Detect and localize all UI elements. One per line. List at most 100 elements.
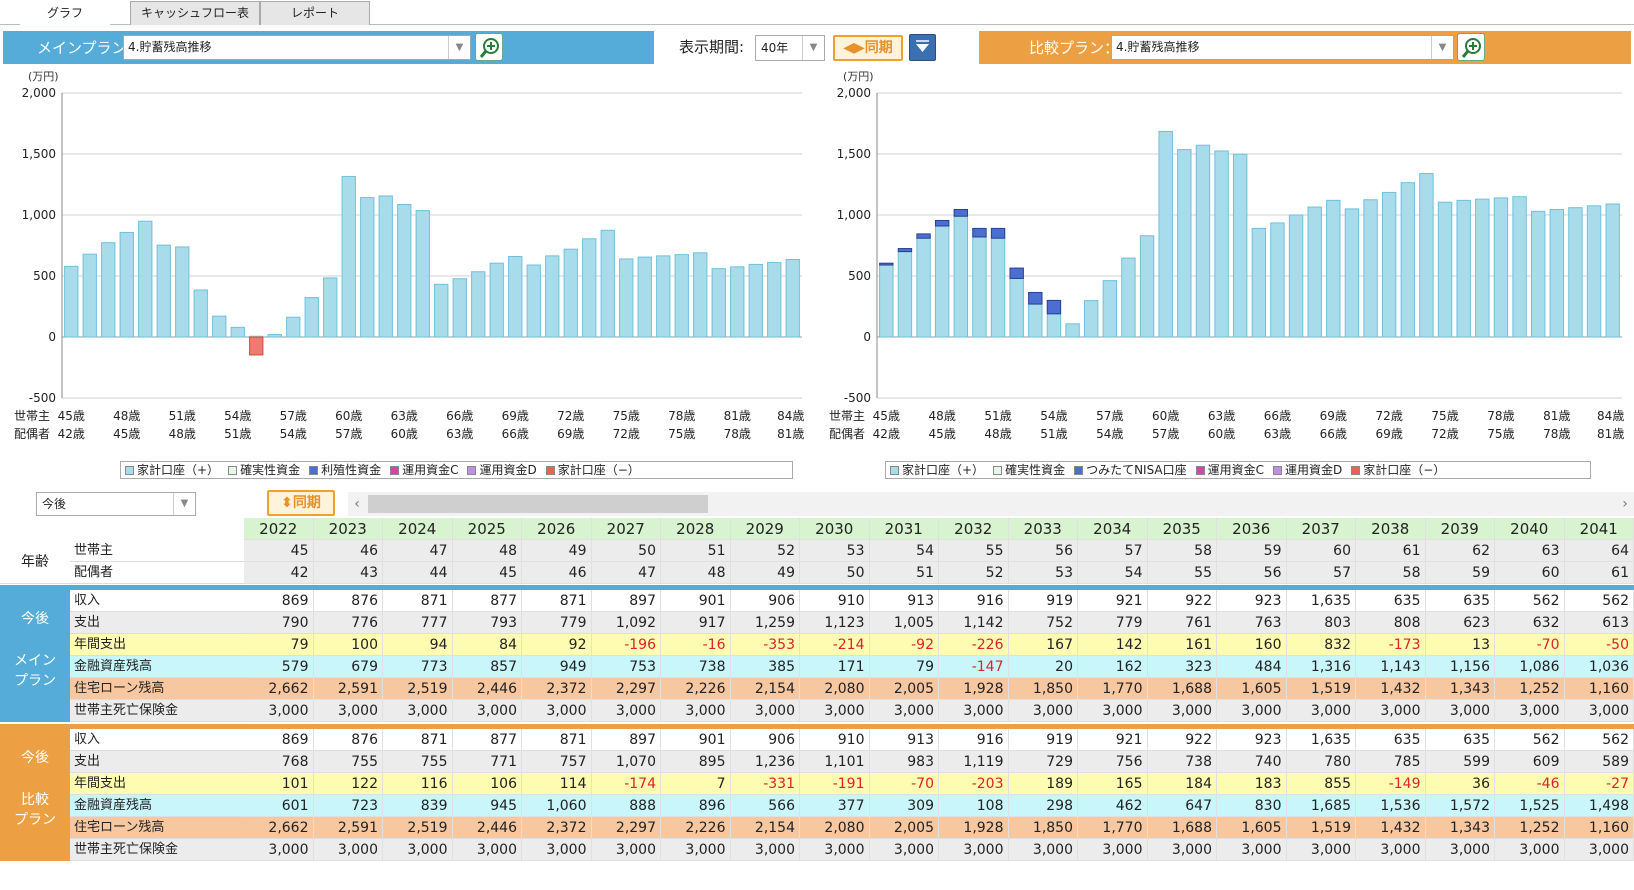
table-cell: 44 [383,562,453,584]
table-cell: 1,092 [591,612,661,634]
table-cell: -46 [1495,773,1565,795]
tab-cashflow[interactable]: キャッシュフロー表 [130,1,260,25]
year-header-cell: 2029 [730,518,800,540]
x-tick-spouse-age: 78歳 [724,427,751,441]
table-cell: 3,000 [1425,700,1495,722]
table-cell: 906 [730,729,800,751]
table-cell: 122 [313,773,383,795]
table-cell: 562 [1495,590,1565,612]
tab-report[interactable]: レポート [260,1,370,25]
table-cell: 2,005 [869,678,939,700]
legend-swatch [1273,466,1283,475]
table-cell: 2,446 [452,678,522,700]
legend-swatch [309,466,319,475]
table-cell: 1,259 [730,612,800,634]
year-header-cell: 2038 [1356,518,1426,540]
legend-item: 運用資金C [1195,463,1264,477]
legend-item: 家計口座（−） [545,463,640,477]
bar [119,231,134,338]
table-cell: -226 [939,634,1009,656]
scrollbar-thumb[interactable] [368,495,708,513]
table-cell: 51 [661,540,731,562]
bar [600,229,615,338]
row-label: 金融資産残高 [70,795,244,817]
bar [1493,197,1509,338]
table-cell: 2,080 [800,678,870,700]
bar [323,277,338,338]
table-cell: 3,000 [244,839,314,861]
year-header-cell: 2022 [244,518,314,540]
table-cell: 1,635 [1286,729,1356,751]
table-cell: 3,000 [939,839,1009,861]
compare-plan-select[interactable]: 4.貯蓄残高推移 ▼ [1111,35,1454,60]
table-cell: -147 [939,656,1009,678]
zoom-icon[interactable] [1457,33,1485,61]
table-cell: 910 [800,729,870,751]
x-tick-spouse-age: 51歳 [1040,427,1067,441]
legend-item: 確実性資金 [993,463,1065,477]
table-cell: 562 [1564,729,1634,751]
table-cell: -27 [1564,773,1634,795]
table-cell: -70 [869,773,939,795]
bar [545,255,560,338]
main-plan-row: 住宅ローン残高 2,662 2,591 2,519 2,446 2,372 2,297 2,2… [0,678,1634,700]
table-cell: 3,000 [800,839,870,861]
scroll-left-icon[interactable]: ‹ [354,496,360,512]
chevron-down-icon[interactable]: ▼ [1431,36,1453,59]
bar-nisa [1009,267,1024,279]
table-cell: 46 [313,540,383,562]
bar [286,316,301,338]
table-cell: 780 [1286,751,1356,773]
period-select[interactable]: 40年 ▼ [755,35,825,61]
table-cell: 2,662 [244,817,314,839]
zoom-icon[interactable] [475,33,503,61]
y-tick-label: 0 [863,330,871,344]
x-tick-head-age: 84歳 [1597,409,1624,423]
scroll-right-icon[interactable]: › [1622,496,1628,512]
tab-graph[interactable]: グラフ [20,1,110,25]
table-cell: 62 [1425,540,1495,562]
table-cell: 761 [1147,612,1217,634]
chevron-down-icon[interactable]: ▼ [448,36,470,59]
dropdown-icon[interactable] [909,34,936,61]
bar [378,195,393,338]
x-tick-spouse-age: 42歳 [58,427,85,441]
x-tick-spouse-age: 48歳 [984,427,1011,441]
table-cell: 3,000 [1356,700,1426,722]
table-cell: 49 [730,562,800,584]
table-cell: 3,000 [313,700,383,722]
table-cell: 635 [1425,590,1495,612]
bar-nisa [916,233,931,239]
y-tick-label: 1,500 [837,147,871,161]
y-tick-label: 500 [33,269,56,283]
table-sync-button[interactable]: ⬍同期 [267,490,335,516]
x-tick-head-age: 45歳 [58,409,85,423]
bar [360,197,375,338]
tab-bar: グラフ キャッシュフロー表 レポート [0,0,1634,25]
table-cell: 1,005 [869,612,939,634]
table-cell: 1,498 [1564,795,1634,817]
table-cell: 3,000 [800,700,870,722]
x-tick-spouse-age: 57歳 [1152,427,1179,441]
chevron-down-icon[interactable]: ▼ [173,493,195,515]
sync-button[interactable]: ◀▶同期 [833,35,903,61]
table-cell: 906 [730,590,800,612]
table-cell: 161 [1147,634,1217,656]
future-select[interactable]: 今後 ▼ [36,492,196,516]
table-cell: 385 [730,656,800,678]
main-plan-select[interactable]: 4.貯蓄残高推移 ▼ [123,35,471,60]
main-plan-group-label: 今後 メイン プラン [0,590,70,722]
horizontal-scrollbar[interactable]: ‹ › [348,492,1634,516]
bar [1456,199,1471,338]
row-label: 世帯主死亡保険金 [70,700,244,722]
table-cell: 184 [1147,773,1217,795]
row-label: 世帯主 [70,540,244,562]
x-tick-head-age: 78歳 [668,409,695,423]
chevron-down-icon[interactable]: ▼ [802,36,824,60]
table-cell: 1,685 [1286,795,1356,817]
table-cell: 55 [1147,562,1217,584]
table-cell: 36 [1425,773,1495,795]
x-tick-head-age: 54歳 [224,409,251,423]
table-cell: 3,000 [1356,839,1426,861]
row-label: 収入 [70,590,244,612]
